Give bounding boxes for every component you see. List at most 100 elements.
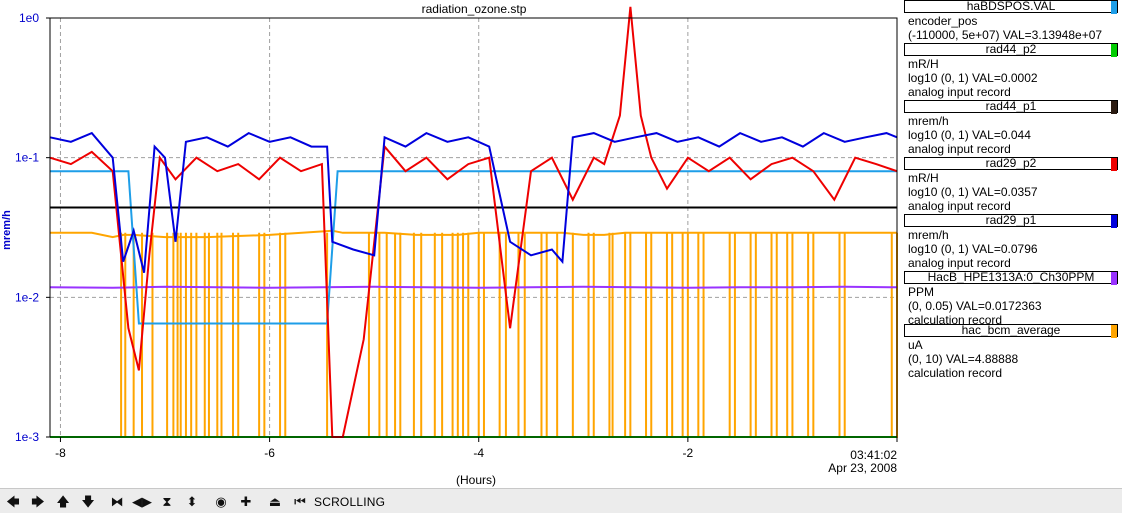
legend-color-swatch	[1111, 215, 1117, 228]
series-dropout-hac-bcm-average	[786, 232, 794, 438]
legend-entry-detail: log10 (0, 1) VAL=0.0002	[908, 71, 1038, 85]
series-dropout-hac-bcm-average	[749, 232, 757, 438]
series-dropout-hac-bcm-average	[258, 232, 266, 438]
series-dropout-hac-bcm-average	[216, 232, 223, 438]
zoom-in-y-button[interactable]: ⧗	[158, 492, 176, 510]
zoom-out-y-button[interactable]: ⬍	[183, 492, 201, 510]
scroll-back-icon: ⏮	[294, 493, 306, 509]
series-dropout-hac-bcm-average	[231, 232, 240, 438]
legend-entry-detail: (0, 0.05) VAL=0.0172363	[908, 299, 1042, 313]
legend-entry-name: HacB_HPE1313A:0_Ch30PPM	[904, 271, 1118, 285]
vertical-expand-icon: ⬍	[186, 493, 198, 509]
add-button[interactable]: ✚	[237, 492, 255, 510]
legend-entry-name: hac_bcm_average	[904, 324, 1118, 338]
scroll-mode-button[interactable]: ⏮	[291, 492, 309, 510]
legend-entry-name: haBDSPOS.VAL	[904, 0, 1118, 14]
y-tick-label: 1e-1	[15, 151, 39, 165]
series-dropout-hac-bcm-average	[556, 232, 574, 438]
series-dropout-hac-bcm-average	[412, 232, 423, 438]
plot-frame	[49, 17, 898, 438]
legend-entry-name: rad29_p1	[904, 214, 1118, 228]
series-dropout-hac-bcm-average	[608, 232, 614, 438]
scroll-down-button[interactable]: 🡇	[79, 492, 97, 510]
waveform-icon: ⏏	[268, 493, 282, 509]
series-dropout-hac-bcm-average	[172, 232, 179, 438]
series-line-habdspos-val	[50, 170, 897, 325]
zoom-in-x-button[interactable]: ⧓	[108, 492, 126, 510]
status-label: SCROLLING	[314, 495, 386, 509]
legend-entry-detail: (-110000, 5e+07) VAL=3.13948e+07	[908, 28, 1103, 42]
series-dropout-hac-bcm-average	[433, 232, 444, 438]
toolbar: SCROLLING 🡄 🡆 🡅 🡇 ⧓ ◀▶ ⧗ ⬍ ◉ ✚ ⏏ ⏮	[0, 488, 1122, 513]
series-dropout-hac-bcm-average	[151, 232, 169, 438]
y-tick-label: 1e-3	[15, 430, 39, 444]
scroll-up-button[interactable]: 🡅	[54, 492, 72, 510]
legend-color-swatch	[1111, 1, 1117, 14]
x-axis-label: (Hours)	[456, 473, 496, 487]
legend-entry-detail: encoder_pos	[908, 14, 978, 28]
legend-entry-name: rad44_p2	[904, 43, 1118, 57]
series-dropout-hac-bcm-average	[587, 232, 595, 438]
legend-entry-detail: mrem/h	[908, 114, 949, 128]
chart-title: radiation_ozone.stp	[422, 2, 527, 16]
end-time-label: 03:41:02	[850, 448, 897, 462]
end-date-label: Apr 23, 2008	[828, 461, 897, 475]
series-dropout-hac-bcm-average	[190, 232, 198, 438]
y-tick-label: 1e0	[19, 11, 39, 25]
series-dropout-hac-bcm-average	[807, 232, 815, 438]
legend-entry-detail: calculation record	[908, 366, 1003, 380]
zoom-out-x-button[interactable]: ◀▶	[132, 492, 152, 510]
arrow-up-icon: 🡅	[56, 493, 70, 509]
legend: haBDSPOS.VAL encoder_pos (-110000, 5e+07) …	[902, 0, 1122, 380]
plot-area[interactable]: radiation_ozone.stp mrem/h (Hours) 03:41…	[0, 0, 1122, 488]
arrow-left-icon: 🡄	[6, 493, 20, 509]
scroll-right-button[interactable]: 🡆	[29, 492, 47, 510]
center-button[interactable]: ◉	[212, 492, 230, 510]
x-tick-label: -8	[55, 446, 66, 460]
series-dropout-hac-bcm-average	[451, 232, 459, 438]
series-dropout-hac-bcm-average	[838, 232, 846, 438]
series-dropout-hac-bcm-average	[624, 232, 632, 438]
legend-entry-detail: mrem/h	[908, 228, 949, 242]
legend-color-swatch	[1111, 272, 1117, 285]
config-button[interactable]: ⏏	[266, 492, 284, 510]
series-dropout-hac-bcm-average	[645, 232, 653, 438]
x-tick-label: -2	[683, 446, 694, 460]
series-dropout-hac-bcm-average	[378, 232, 388, 438]
series-dropout-hac-bcm-average	[477, 232, 485, 438]
series-dropout-hac-bcm-average	[540, 232, 548, 438]
x-tick-label: -6	[264, 446, 275, 460]
y-tick-label: 1e-2	[15, 290, 39, 304]
legend-entry-detail: calculation record	[908, 313, 1003, 327]
legend-entry-detail: mR/H	[908, 171, 939, 185]
legend-entry-detail: log10 (0, 1) VAL=0.044	[908, 128, 1031, 142]
series-dropout-hac-bcm-average	[279, 232, 287, 438]
legend-entry-detail: analog input record	[908, 142, 1011, 156]
series-dropout-hac-bcm-average	[697, 232, 705, 438]
legend-color-swatch	[1111, 158, 1117, 171]
horizontal-expand-icon: ◀▶	[132, 493, 152, 509]
series-dropout-hac-bcm-average	[890, 232, 898, 438]
series-dropout-hac-bcm-average	[681, 232, 689, 438]
series-line-rad29-p2	[49, 6, 898, 438]
series-dropout-hac-bcm-average	[728, 232, 736, 438]
legend-entry-detail: log10 (0, 1) VAL=0.0357	[908, 185, 1038, 199]
series-line-hacb-hpe1313a-0-ch30ppm	[49, 285, 898, 289]
legend-entry-detail: log10 (0, 1) VAL=0.0796	[908, 242, 1038, 256]
scroll-left-button[interactable]: 🡄	[4, 492, 22, 510]
series-dropout-hac-bcm-average	[179, 232, 187, 438]
series-dropout-hac-bcm-average	[394, 232, 402, 438]
legend-color-swatch	[1111, 101, 1117, 114]
legend-entry-detail: PPM	[908, 285, 935, 299]
legend-entry-detail: analog input record	[908, 85, 1011, 99]
series-dropout-hac-bcm-average	[665, 232, 674, 438]
legend-color-swatch	[1111, 325, 1117, 338]
series-dropout-hac-bcm-average	[203, 232, 210, 438]
plus-icon: ✚	[240, 493, 252, 509]
horizontal-compress-icon: ⧓	[110, 493, 124, 509]
legend-entry-detail: (0, 10) VAL=4.88888	[908, 352, 1019, 366]
legend-entry-detail: uA	[908, 338, 923, 352]
series-dropout-hac-bcm-average	[326, 232, 370, 438]
legend-entry-detail: mR/H	[908, 57, 939, 71]
arrow-down-icon: 🡇	[81, 493, 95, 509]
